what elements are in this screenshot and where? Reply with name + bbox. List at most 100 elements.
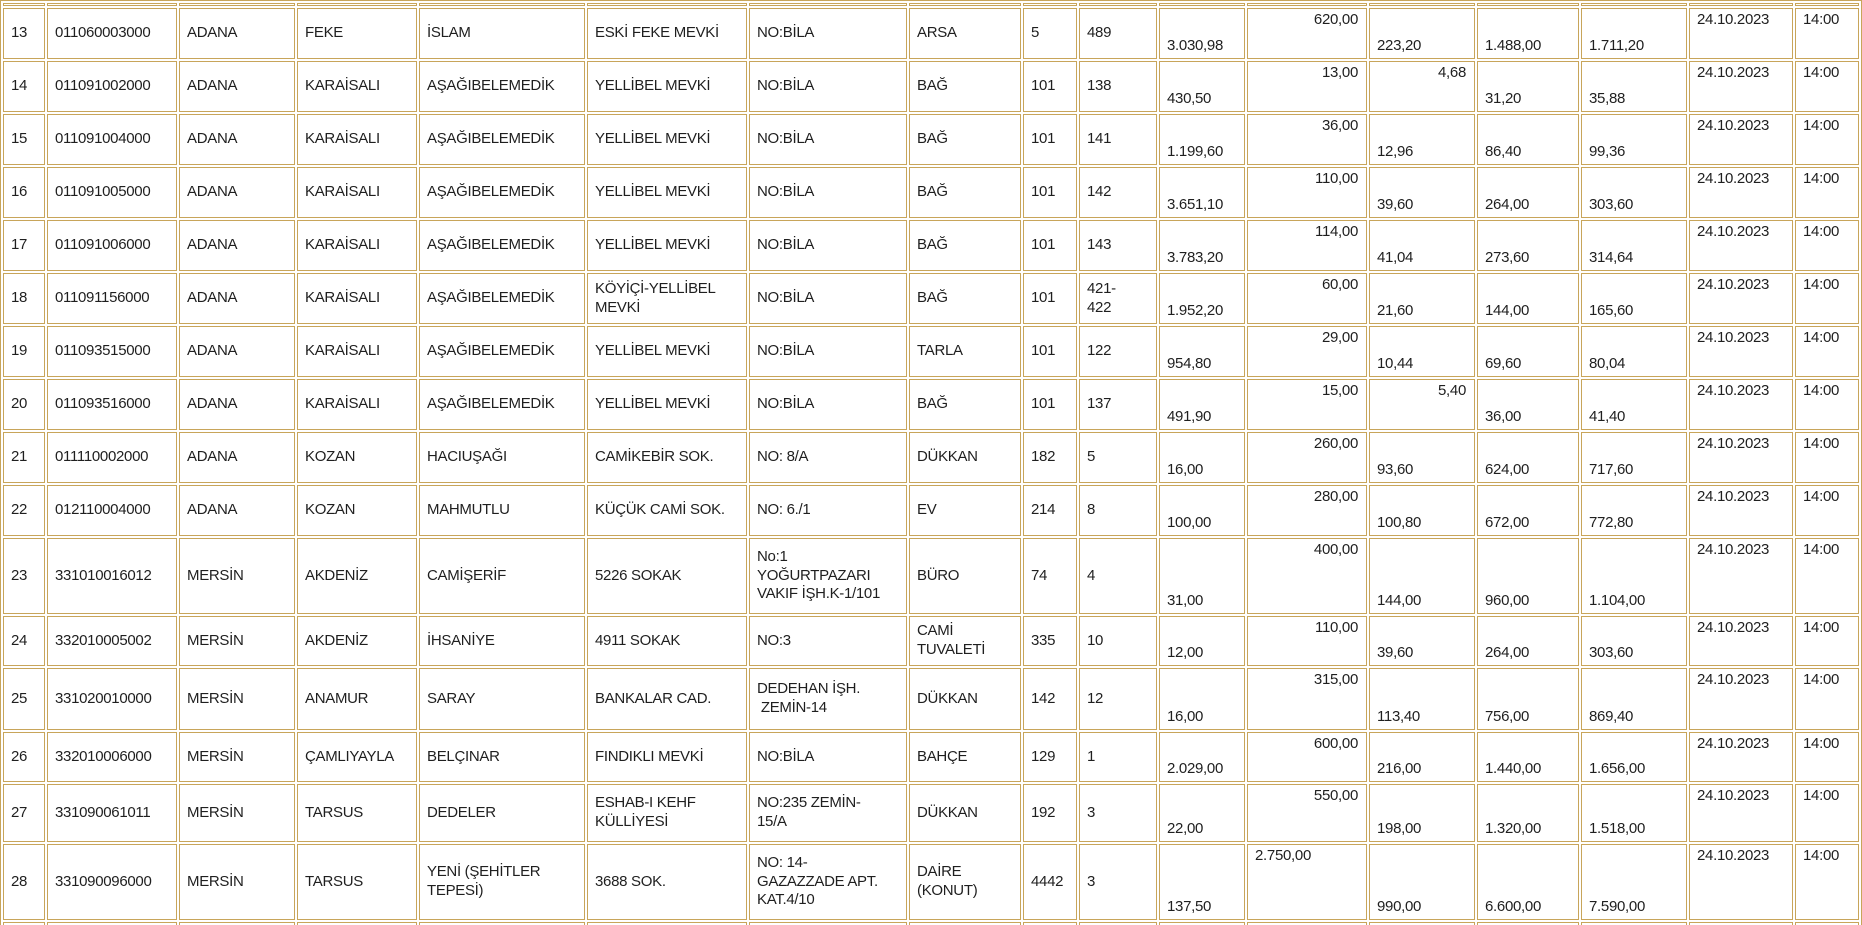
cell-door-no: NO:BİLA <box>749 167 907 218</box>
cell-value-total: 35,88 <box>1581 61 1687 112</box>
cell-door-no: NO:BİLA <box>749 61 907 112</box>
table-row: 13 011060003000 ADANA FEKE İSLAM ESKİ FEKE ME… <box>3 8 1859 59</box>
cell-door-no: NO:BİLA <box>749 732 907 782</box>
cell-value-total: 303,60 <box>1581 167 1687 218</box>
cell-time: 14:00 <box>1795 784 1859 842</box>
cell-date: 24.10.2023 <box>1689 61 1793 112</box>
cell-parcel-no: 1 <box>1079 732 1157 782</box>
cell-value-1: 260,00 <box>1247 432 1367 483</box>
cell-street-locality: YELLİBEL MEVKİ <box>587 61 747 112</box>
cell-value-1: 2.750,00 <box>1247 844 1367 920</box>
cell-row-no: 24 <box>3 616 45 666</box>
cell-value-3: 1.488,00 <box>1477 8 1579 59</box>
cell-area: 31,00 <box>1159 538 1245 614</box>
cell-date: 24.10.2023 <box>1689 379 1793 430</box>
cell-time: 14:00 <box>1795 668 1859 730</box>
cell-value-total: 1.656,00 <box>1581 732 1687 782</box>
cell-value-total: 1.711,20 <box>1581 8 1687 59</box>
cell-value-3: 86,40 <box>1477 114 1579 165</box>
cell-record-no <box>47 922 177 925</box>
cell-street-locality: 4911 SOKAK <box>587 616 747 666</box>
cell-value-total: 1.518,00 <box>1581 784 1687 842</box>
cell-row-no: 16 <box>3 167 45 218</box>
cell-date: 24.10.2023 <box>1689 844 1793 920</box>
cell-neighborhood: MAHMUTLU <box>419 485 585 536</box>
cell-property-type: BAHÇE <box>909 732 1021 782</box>
cell-neighborhood: HACIUŞAĞI <box>419 432 585 483</box>
cell-property-type: TARLA <box>909 326 1021 377</box>
cell-door-no: NO:3 <box>749 616 907 666</box>
cell-row-no: 25 <box>3 668 45 730</box>
table-row: 20 011093516000 ADANA KARAİSALI AŞAĞIBELEMED… <box>3 379 1859 430</box>
cell-value-total: 99,36 <box>1581 114 1687 165</box>
cell-value-1: 550,00 <box>1247 784 1367 842</box>
cell-door-no: DEDEHAN İŞH. ZEMİN-14 <box>749 668 907 730</box>
cell-parcel-no: 12 <box>1079 668 1157 730</box>
cell-district: KARAİSALI <box>297 167 417 218</box>
cell-district: KOZAN <box>297 432 417 483</box>
cell-value-total: 303,60 <box>1581 616 1687 666</box>
cell-street-locality: YELLİBEL MEVKİ <box>587 220 747 271</box>
cell-district: KOZAN <box>297 485 417 536</box>
cell-value-2 <box>1369 3 1475 6</box>
cell-value-3: 144,00 <box>1477 273 1579 324</box>
cell-district: AKDENİZ <box>297 538 417 614</box>
cell-area: 22,00 <box>1159 784 1245 842</box>
cell-value-2: 100,80 <box>1369 485 1475 536</box>
cell-record-no: 011091156000 <box>47 273 177 324</box>
cell-province: ADANA <box>179 432 295 483</box>
cell-neighborhood: AŞAĞIBELEMEDİK <box>419 273 585 324</box>
cell-time: 14:00 <box>1795 326 1859 377</box>
cell-block-no: 101 <box>1023 167 1077 218</box>
cell-province <box>179 3 295 6</box>
clipped-row <box>3 922 1859 925</box>
cell-record-no: 011093516000 <box>47 379 177 430</box>
table-row: 24 332010005002 MERSİN AKDENİZ İHSANİYE 4911 … <box>3 616 1859 666</box>
cell-district: KARAİSALI <box>297 220 417 271</box>
table-row: 14 011091002000 ADANA KARAİSALI AŞAĞIBELEMED… <box>3 61 1859 112</box>
cell-area: 430,50 <box>1159 61 1245 112</box>
cell-value-3: 273,60 <box>1477 220 1579 271</box>
cell-parcel-no: 142 <box>1079 167 1157 218</box>
cell-district: TARSUS <box>297 844 417 920</box>
cell-property-type: BAĞ <box>909 61 1021 112</box>
cell-province: ADANA <box>179 485 295 536</box>
cell-value-2: 12,96 <box>1369 114 1475 165</box>
cell-street-locality: ESHAB-I KEHF KÜLLİYESİ <box>587 784 747 842</box>
cell-value-1: 36,00 <box>1247 114 1367 165</box>
cell-door-no: NO: 14- GAZAZZADE APT. KAT.4/10 <box>749 844 907 920</box>
cell-district: TARSUS <box>297 784 417 842</box>
cell-street-locality: 3688 SOK. <box>587 844 747 920</box>
cell-value-1: 600,00 <box>1247 732 1367 782</box>
cell-property-type: DÜKKAN <box>909 668 1021 730</box>
cell-row-no: 17 <box>3 220 45 271</box>
cell-district <box>297 3 417 6</box>
cell-date: 24.10.2023 <box>1689 616 1793 666</box>
cell-parcel-no: 5 <box>1079 432 1157 483</box>
cell-province: ADANA <box>179 114 295 165</box>
cell-row-no: 23 <box>3 538 45 614</box>
cell-date: 24.10.2023 <box>1689 732 1793 782</box>
cell-value-2 <box>1369 922 1475 925</box>
cell-value-1: 315,00 <box>1247 668 1367 730</box>
cell-time <box>1795 922 1859 925</box>
cell-property-type: BAĞ <box>909 220 1021 271</box>
cell-time: 14:00 <box>1795 273 1859 324</box>
cell-door-no: NO:BİLA <box>749 273 907 324</box>
table-row: 18 011091156000 ADANA KARAİSALI AŞAĞIBELEMED… <box>3 273 1859 324</box>
cell-parcel-no <box>1079 922 1157 925</box>
cell-value-3: 31,20 <box>1477 61 1579 112</box>
cell-value-3: 672,00 <box>1477 485 1579 536</box>
cell-area <box>1159 3 1245 6</box>
cell-value-1: 280,00 <box>1247 485 1367 536</box>
cell-time: 14:00 <box>1795 844 1859 920</box>
cell-block-no: 214 <box>1023 485 1077 536</box>
cell-value-2: 39,60 <box>1369 167 1475 218</box>
cell-parcel-no <box>1079 3 1157 6</box>
cell-parcel-no: 421- 422 <box>1079 273 1157 324</box>
cell-row-no <box>3 922 45 925</box>
cell-door-no: NO: 6./1 <box>749 485 907 536</box>
cell-neighborhood: DEDELER <box>419 784 585 842</box>
cell-time: 14:00 <box>1795 485 1859 536</box>
